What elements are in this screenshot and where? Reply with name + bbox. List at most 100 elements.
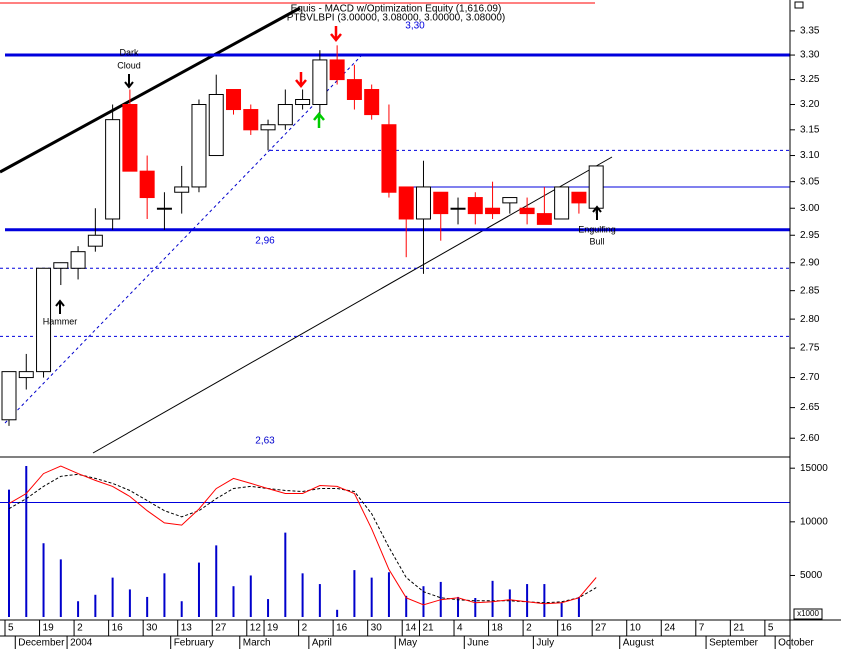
x-tick-label: 4 <box>457 623 463 634</box>
candle-body <box>277 104 293 126</box>
annotation: Engulfing <box>578 224 616 234</box>
annotation: Cloud <box>117 60 141 70</box>
chart-subtitle: PTBVLBPI (3.00000, 3.08000, 3.00000, 3.0… <box>287 13 506 24</box>
candle-body <box>208 93 224 157</box>
month-label: February <box>174 638 214 649</box>
chart-title: Equis - MACD w/Optimization Equity (1,61… <box>291 4 502 15</box>
candle-body <box>243 109 259 131</box>
y-tick-label: 3.15 <box>800 124 820 135</box>
candle-body <box>433 191 449 215</box>
candle-body <box>554 186 570 220</box>
candle-body <box>485 207 501 215</box>
x-tick-label: 2 <box>77 623 83 634</box>
y-tick-label: 2.65 <box>800 402 820 413</box>
candle-body <box>105 119 121 220</box>
y-tick-label: 3.35 <box>800 26 820 37</box>
month-label: March <box>243 638 271 649</box>
candle-body <box>519 207 535 215</box>
y-tick-label: 2.75 <box>800 343 820 354</box>
candle-body <box>174 186 190 193</box>
y-tick-label: 3.10 <box>800 150 820 161</box>
x-tick-label: 30 <box>146 623 158 634</box>
x-tick-label: 21 <box>422 623 434 634</box>
x-tick-label: 14 <box>405 623 417 634</box>
candle-body <box>191 104 207 188</box>
x-tick-label: 19 <box>43 623 55 634</box>
candle-body <box>70 251 86 269</box>
x-tick-label: 7 <box>699 623 705 634</box>
trendline <box>4 54 363 424</box>
x-tick-label: 19 <box>267 623 279 634</box>
month-label: August <box>623 638 654 649</box>
candle-body <box>364 89 380 116</box>
candle-body <box>226 89 242 111</box>
y-tick-label: 2.80 <box>800 314 820 325</box>
candle-body <box>381 124 397 193</box>
level-label: 3,30 <box>405 21 425 32</box>
candle-body <box>502 197 518 204</box>
month-label: December <box>18 638 65 649</box>
macd-line <box>8 465 597 606</box>
sell-arrow <box>330 26 342 42</box>
month-label: July <box>536 638 554 649</box>
candle-body <box>295 98 311 106</box>
y-tick-label: 3.30 <box>800 50 820 61</box>
x-tick-label: 5 <box>8 623 14 634</box>
x-tick-label: 24 <box>664 623 676 634</box>
candle-body <box>588 165 604 209</box>
y-tick-label: 2.85 <box>800 285 820 296</box>
candle-body <box>1 371 17 421</box>
month-label: June <box>467 638 489 649</box>
annotation: Dark <box>119 47 139 57</box>
candle-body <box>398 186 414 220</box>
sell-arrow <box>295 72 307 88</box>
y-tick-label: 2.70 <box>800 372 820 383</box>
y-tick-label: 2.60 <box>800 433 820 444</box>
buy-arrow <box>313 112 325 128</box>
y-tick-label: 3.00 <box>800 203 820 214</box>
x-tick-label: 16 <box>336 623 348 634</box>
x-tick-label: 16 <box>561 623 573 634</box>
month-label: October <box>778 638 814 649</box>
candle-body <box>312 59 328 106</box>
unit-label: x1000 <box>797 609 819 618</box>
x-tick-label: 2 <box>302 623 308 634</box>
candle-body <box>467 197 483 215</box>
month-label: May <box>398 638 417 649</box>
candle-body <box>536 213 552 225</box>
marks-layer <box>1 45 604 617</box>
y2-tick-label: 5000 <box>800 570 823 581</box>
month-label: September <box>709 638 759 649</box>
month-label: 2004 <box>70 638 93 649</box>
y2-tick-label: 15000 <box>800 463 828 474</box>
candle-body <box>346 79 362 100</box>
x-tick-label: 2 <box>526 623 532 634</box>
note: 2,63 <box>255 436 275 447</box>
x-tick-label: 30 <box>371 623 383 634</box>
candle-body <box>122 104 138 172</box>
annotation: Bull <box>589 236 604 246</box>
trendline <box>0 6 301 174</box>
candle-body <box>450 207 466 210</box>
y-tick-label: 3.25 <box>800 74 820 85</box>
y2-tick-label: 10000 <box>800 516 828 527</box>
candle-body <box>156 207 172 210</box>
y-tick-label: 3.05 <box>800 176 820 187</box>
candle-body <box>36 267 52 373</box>
arrow <box>124 74 134 89</box>
icon <box>794 1 804 9</box>
arrow <box>592 205 602 220</box>
y-tick-label: 2.90 <box>800 257 820 268</box>
y-tick-label: 2.95 <box>800 230 820 241</box>
x-tick-label: 10 <box>630 623 642 634</box>
candle-body <box>18 371 34 379</box>
y-tick-label: 3.20 <box>800 99 820 110</box>
x-tick-label: 27 <box>595 623 607 634</box>
month-label: April <box>312 638 332 649</box>
x-tick-label: 12 <box>250 623 262 634</box>
x-tick-label: 18 <box>492 623 504 634</box>
x-tick-label: 27 <box>215 623 227 634</box>
candle-body <box>139 170 155 199</box>
